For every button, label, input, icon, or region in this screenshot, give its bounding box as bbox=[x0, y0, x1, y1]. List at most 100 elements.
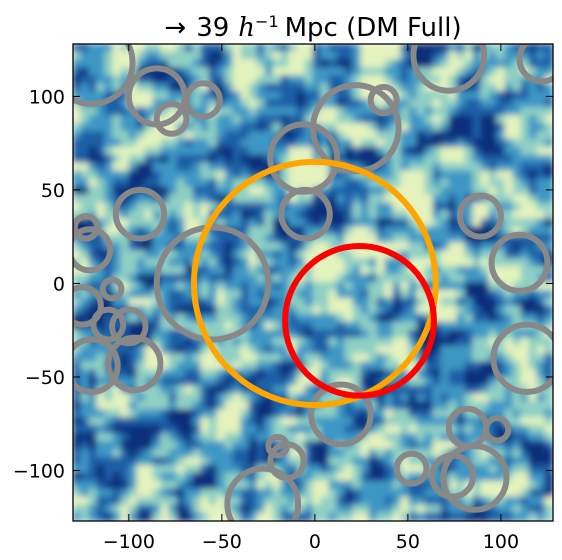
density-cell bbox=[480, 456, 490, 466]
density-cell bbox=[432, 218, 442, 228]
density-cell bbox=[520, 186, 530, 196]
density-cell bbox=[296, 178, 306, 188]
density-cell bbox=[312, 337, 322, 347]
density-cell bbox=[472, 186, 482, 196]
density-cell bbox=[216, 115, 226, 124]
density-cell bbox=[400, 409, 410, 419]
density-cell bbox=[520, 472, 530, 482]
density-cell bbox=[272, 202, 282, 212]
density-cell bbox=[112, 138, 122, 148]
density-cell bbox=[208, 409, 218, 419]
density-cell bbox=[512, 194, 522, 204]
density-cell bbox=[328, 59, 338, 69]
density-cell bbox=[496, 297, 506, 307]
density-cell bbox=[264, 345, 274, 355]
density-cell bbox=[248, 480, 258, 490]
density-cell bbox=[344, 361, 354, 371]
density-cell bbox=[392, 202, 402, 212]
density-cell bbox=[384, 123, 394, 132]
density-cell bbox=[472, 385, 482, 395]
density-cell bbox=[408, 504, 418, 514]
density-cell bbox=[480, 282, 490, 291]
density-cell bbox=[256, 226, 266, 236]
density-cell bbox=[296, 409, 306, 419]
density-cell bbox=[120, 361, 130, 371]
density-cell bbox=[432, 130, 442, 140]
density-cell bbox=[400, 162, 410, 172]
density-cell bbox=[208, 377, 218, 387]
density-cell bbox=[200, 441, 210, 450]
density-cell bbox=[112, 433, 122, 442]
density-cell bbox=[272, 186, 282, 196]
density-cell bbox=[128, 226, 138, 236]
density-cell bbox=[336, 456, 346, 466]
density-cell bbox=[256, 178, 266, 188]
density-cell bbox=[320, 472, 330, 482]
density-cell bbox=[328, 433, 338, 442]
density-cell bbox=[240, 393, 250, 403]
density-cell bbox=[224, 393, 234, 403]
density-cell bbox=[416, 258, 426, 268]
density-cell bbox=[304, 282, 314, 291]
density-cell bbox=[424, 393, 434, 403]
density-cell bbox=[192, 154, 202, 164]
density-cell bbox=[208, 250, 218, 260]
density-cell bbox=[216, 44, 226, 53]
density-cell bbox=[304, 425, 314, 435]
density-cell bbox=[240, 138, 250, 148]
density-cell bbox=[384, 178, 394, 188]
density-cell bbox=[96, 361, 106, 371]
red-circle bbox=[282, 243, 437, 399]
density-cell bbox=[424, 250, 434, 260]
density-cell bbox=[456, 512, 466, 521]
density-cell bbox=[312, 83, 322, 93]
density-cell bbox=[240, 250, 250, 260]
density-cell bbox=[464, 433, 474, 442]
density-cell bbox=[288, 361, 298, 371]
density-cell bbox=[544, 51, 553, 61]
density-cell bbox=[168, 44, 178, 53]
density-cell bbox=[504, 266, 514, 276]
density-cell bbox=[312, 218, 322, 228]
density-cell bbox=[408, 305, 418, 315]
density-cell bbox=[528, 289, 538, 299]
density-cell bbox=[384, 305, 394, 315]
density-cell bbox=[304, 512, 314, 521]
density-cell bbox=[256, 425, 266, 435]
density-cell bbox=[168, 186, 178, 196]
density-cell bbox=[424, 146, 434, 156]
density-cell bbox=[312, 321, 322, 331]
density-cell bbox=[80, 178, 90, 188]
density-cell bbox=[73, 115, 82, 124]
density-cell bbox=[200, 274, 210, 283]
density-cell bbox=[288, 329, 298, 339]
density-cell bbox=[192, 218, 202, 228]
density-cell bbox=[296, 385, 306, 395]
density-cell bbox=[200, 218, 210, 228]
density-cell bbox=[73, 234, 82, 244]
density-cell bbox=[328, 425, 338, 435]
density-cell bbox=[264, 305, 274, 315]
density-cell bbox=[264, 385, 274, 395]
density-cell bbox=[168, 138, 178, 148]
density-cell bbox=[400, 353, 410, 363]
density-cell bbox=[352, 75, 362, 85]
density-cell bbox=[112, 115, 122, 124]
density-cell bbox=[400, 425, 410, 435]
density-cell bbox=[432, 154, 442, 164]
density-cell bbox=[192, 107, 202, 117]
density-cell bbox=[208, 266, 218, 276]
density-cell bbox=[512, 313, 522, 323]
density-cell bbox=[304, 138, 314, 148]
density-cell bbox=[440, 496, 450, 506]
density-cell bbox=[200, 83, 210, 93]
density-cell bbox=[264, 496, 274, 506]
density-cell bbox=[384, 369, 394, 379]
density-cell bbox=[528, 448, 538, 458]
density-cell bbox=[144, 210, 154, 220]
density-cell bbox=[504, 218, 514, 228]
density-cell bbox=[424, 504, 434, 514]
density-cell bbox=[440, 99, 450, 109]
density-cell bbox=[496, 186, 506, 196]
density-cell bbox=[456, 282, 466, 291]
